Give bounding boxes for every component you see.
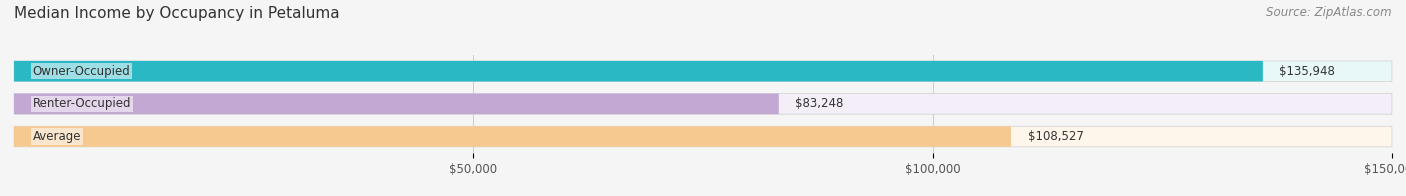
Text: $135,948: $135,948 xyxy=(1279,65,1336,78)
FancyBboxPatch shape xyxy=(14,126,1392,147)
Text: Median Income by Occupancy in Petaluma: Median Income by Occupancy in Petaluma xyxy=(14,6,340,21)
Text: Owner-Occupied: Owner-Occupied xyxy=(32,65,131,78)
Text: $108,527: $108,527 xyxy=(1028,130,1084,143)
Text: Source: ZipAtlas.com: Source: ZipAtlas.com xyxy=(1267,6,1392,19)
Text: Average: Average xyxy=(32,130,82,143)
FancyBboxPatch shape xyxy=(14,94,1392,114)
FancyBboxPatch shape xyxy=(14,61,1392,82)
FancyBboxPatch shape xyxy=(14,94,779,114)
Text: $83,248: $83,248 xyxy=(796,97,844,110)
Text: Renter-Occupied: Renter-Occupied xyxy=(32,97,131,110)
FancyBboxPatch shape xyxy=(14,61,1263,82)
FancyBboxPatch shape xyxy=(14,126,1011,147)
